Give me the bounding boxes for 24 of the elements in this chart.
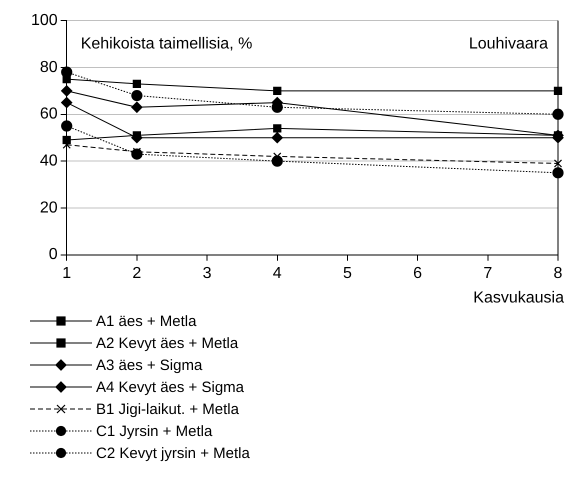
y-tick-label: 0 bbox=[48, 246, 58, 264]
legend-label: A4 Kevyt äes + Sigma bbox=[96, 378, 244, 396]
legend-label: A1 äes + Metla bbox=[96, 312, 196, 330]
x-tick-label: 4 bbox=[272, 264, 282, 282]
y-tick-label: 80 bbox=[40, 58, 58, 76]
legend-label: A3 äes + Sigma bbox=[96, 356, 202, 374]
x-tick-label: 6 bbox=[413, 264, 422, 282]
legend-label: C1 Jyrsin + Metla bbox=[96, 422, 212, 440]
x-tick-label: 2 bbox=[132, 264, 142, 282]
y-tick-label: 100 bbox=[30, 12, 58, 30]
legend-label: C2 Kevyt jyrsin + Metla bbox=[96, 444, 250, 462]
x-axis-title: Kasvukausia bbox=[473, 289, 564, 306]
annotation: Louhivaara bbox=[468, 35, 548, 52]
legend-label: A2 Kevyt äes + Metla bbox=[96, 334, 238, 352]
y-tick-label: 40 bbox=[40, 152, 58, 170]
x-tick-label: 3 bbox=[202, 264, 212, 282]
x-tick-label: 1 bbox=[62, 264, 72, 282]
x-tick-label: 7 bbox=[483, 264, 492, 282]
y-tick-label: 60 bbox=[40, 106, 58, 123]
annotation: Kehikoista taimellisia, % bbox=[80, 35, 252, 52]
y-tick-label: 20 bbox=[40, 199, 58, 216]
x-tick-label: 8 bbox=[554, 264, 563, 282]
legend-label: B1 Jigi-laikut. + Metla bbox=[96, 400, 239, 418]
x-tick-label: 5 bbox=[342, 264, 352, 282]
